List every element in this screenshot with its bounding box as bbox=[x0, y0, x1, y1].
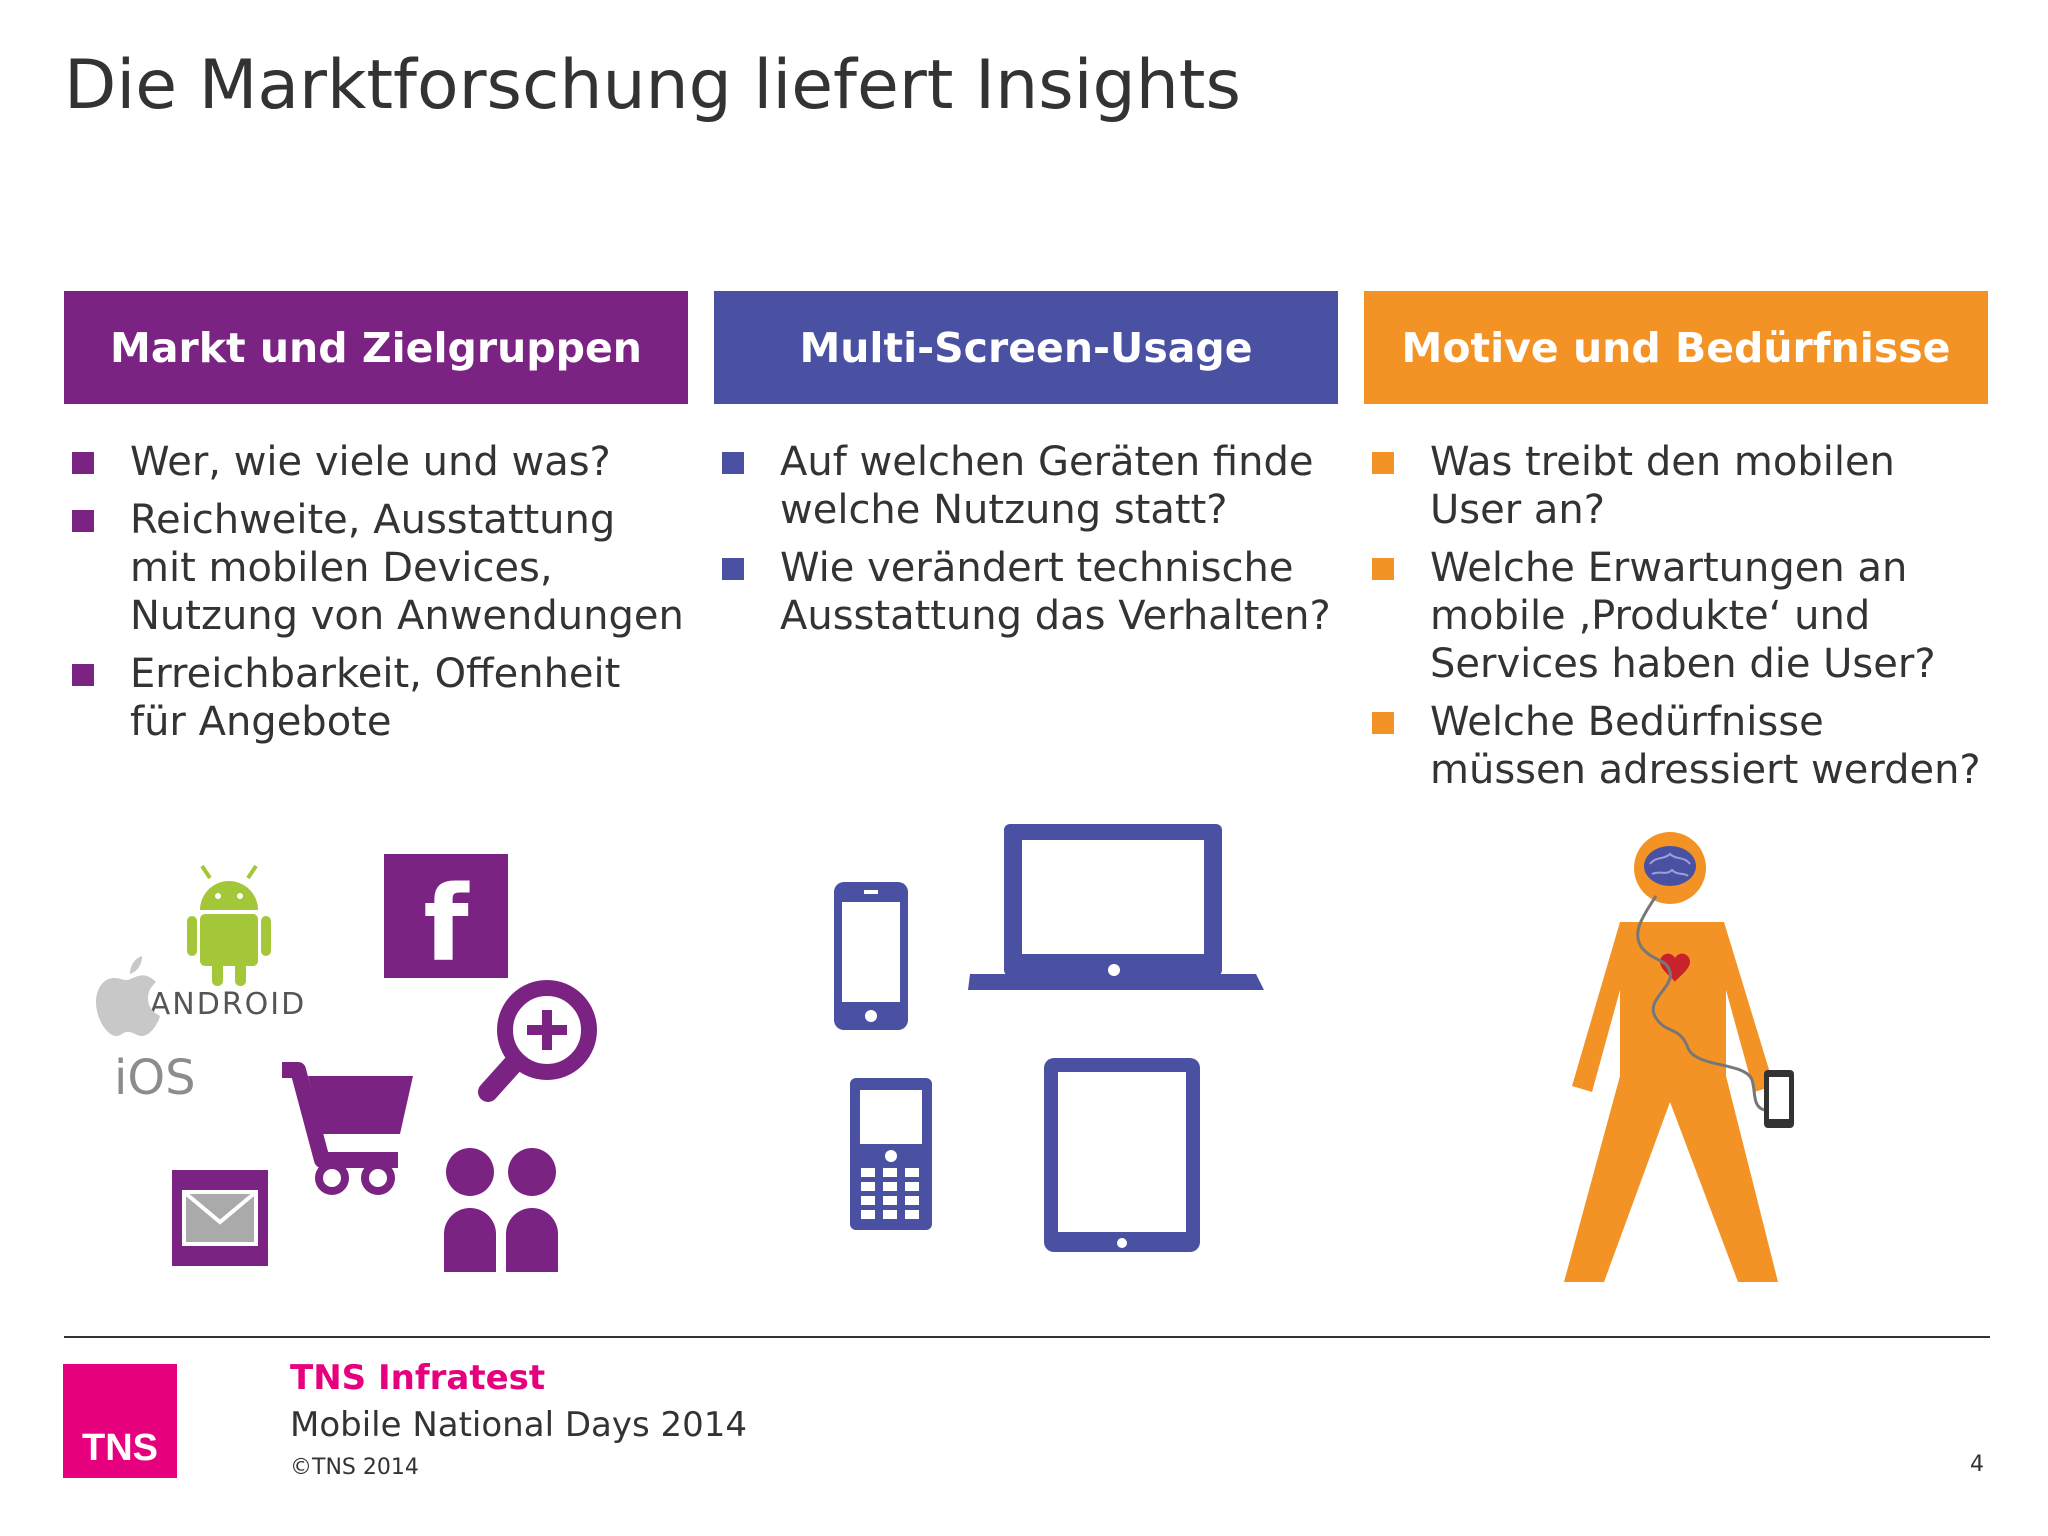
shopping-cart-icon bbox=[282, 1062, 413, 1195]
slide-title: Die Marktforschung liefert Insights bbox=[64, 46, 1241, 125]
page-number: 4 bbox=[1970, 1452, 1984, 1477]
bullet-square-icon bbox=[722, 452, 744, 474]
bullet-item: Reichweite, Ausstattung mit mobilen Devi… bbox=[64, 496, 688, 640]
apple-icon bbox=[96, 956, 160, 1036]
footer-copyright: ©TNS 2014 bbox=[290, 1455, 419, 1480]
brain-icon bbox=[1644, 846, 1696, 886]
bullet-item: Wie verändert technische Ausstattung das… bbox=[714, 544, 1338, 640]
zoom-in-icon bbox=[478, 980, 597, 1102]
column-multiscreen: Multi-Screen-Usage Auf welchen Geräten f… bbox=[714, 291, 1338, 650]
bullet-item: Was treibt den mobilen User an? bbox=[1364, 438, 1988, 534]
feature-phone-icon bbox=[850, 1078, 932, 1230]
bullet-item: Welche Erwartungen an mobile ‚Produkte‘ … bbox=[1364, 544, 1988, 688]
bullet-item: Erreichbarkeit, Offenheit für Angebote bbox=[64, 650, 688, 746]
human-figure-icon bbox=[1564, 922, 1778, 1282]
mobile-device-icon bbox=[1764, 1070, 1794, 1128]
bullet-square-icon bbox=[1372, 712, 1394, 734]
column-header-market: Markt und Zielgruppen bbox=[64, 291, 688, 404]
email-icon bbox=[172, 1170, 268, 1266]
ios-wordmark: iOS bbox=[114, 1050, 196, 1106]
footer-company: TNS Infratest bbox=[290, 1358, 546, 1398]
tns-logo: TNS bbox=[63, 1364, 177, 1478]
bullet-square-icon bbox=[722, 558, 744, 580]
android-wordmark: ANDROID bbox=[150, 987, 306, 1022]
bullet-item: Wer, wie viele und was? bbox=[64, 438, 688, 486]
bullet-square-icon bbox=[72, 510, 94, 532]
tablet-icon bbox=[1044, 1058, 1200, 1252]
bullet-list-multiscreen: Auf welchen Geräten finde welche Nutzung… bbox=[714, 404, 1338, 640]
laptop-icon bbox=[968, 824, 1264, 990]
column-header-motives: Motive und Bedürfnisse bbox=[1364, 291, 1988, 404]
bullet-square-icon bbox=[1372, 452, 1394, 474]
bullet-item: Auf welchen Geräten finde welche Nutzung… bbox=[714, 438, 1338, 534]
android-icon bbox=[187, 864, 271, 986]
column-header-multiscreen: Multi-Screen-Usage bbox=[714, 291, 1338, 404]
bullet-square-icon bbox=[1372, 558, 1394, 580]
footer-divider bbox=[64, 1336, 1990, 1338]
bullet-list-motives: Was treibt den mobilen User an? Welche E… bbox=[1364, 404, 1988, 794]
bullet-square-icon bbox=[72, 452, 94, 474]
motives-illustration bbox=[1564, 832, 1794, 1282]
column-market: Markt und Zielgruppen Wer, wie viele und… bbox=[64, 291, 688, 756]
screens-illustration bbox=[834, 824, 1264, 1252]
smartphone-icon bbox=[834, 882, 908, 1030]
market-icons-illustration: ANDROID f iOS bbox=[96, 854, 597, 1272]
people-icon bbox=[444, 1148, 558, 1272]
bullet-list-market: Wer, wie viele und was? Reichweite, Auss… bbox=[64, 404, 688, 746]
bullet-item: Welche Bedürfnisse müssen adressiert wer… bbox=[1364, 698, 1988, 794]
facebook-icon: f bbox=[384, 854, 508, 985]
heart-icon bbox=[1660, 953, 1690, 982]
column-motives: Motive und Bedürfnisse Was treibt den mo… bbox=[1364, 291, 1988, 804]
bullet-square-icon bbox=[72, 664, 94, 686]
footer-event: Mobile National Days 2014 bbox=[290, 1405, 748, 1445]
facebook-letter: f bbox=[423, 863, 470, 985]
